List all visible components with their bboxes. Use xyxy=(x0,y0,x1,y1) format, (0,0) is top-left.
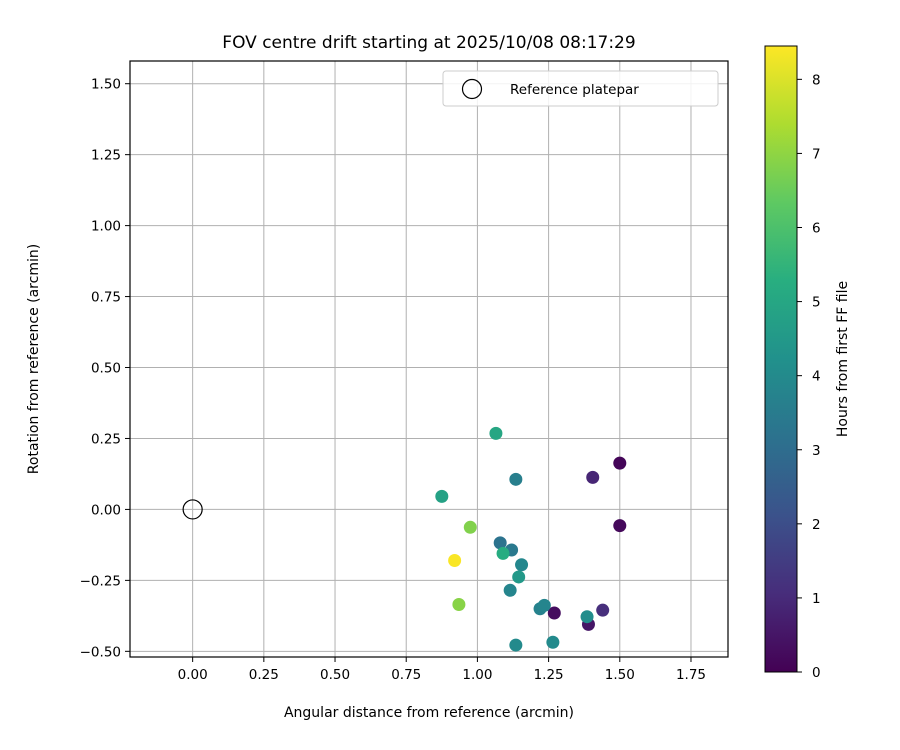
y-tick-label: 0.50 xyxy=(91,361,121,377)
data-point xyxy=(435,489,449,503)
data-point xyxy=(503,583,517,597)
colorbar-tick-label: 5 xyxy=(812,295,821,311)
data-point xyxy=(452,597,466,611)
legend-open-circle-icon xyxy=(461,78,483,100)
legend-entry-label: Reference platepar xyxy=(510,82,639,98)
colorbar-tick-label: 7 xyxy=(812,146,821,162)
x-tick-label: 0.00 xyxy=(178,667,208,683)
colorbar-tick-label: 1 xyxy=(812,591,821,607)
x-tick-label: 0.50 xyxy=(320,667,350,683)
data-point xyxy=(463,520,477,534)
y-tick-label: 1.00 xyxy=(91,219,121,235)
x-tick-label: 0.75 xyxy=(391,667,421,683)
y-tick-label: 1.50 xyxy=(91,77,121,93)
y-tick-label: −0.25 xyxy=(80,573,121,589)
data-point xyxy=(509,638,523,652)
colorbar: 0 1 2 3 4 5 6 7 8 Hours from first FF file xyxy=(764,45,851,681)
data-point xyxy=(596,603,610,617)
data-point xyxy=(509,472,523,486)
data-point xyxy=(546,635,560,649)
y-tick-label: 1.25 xyxy=(91,148,121,164)
y-tick-label: 0.00 xyxy=(91,502,121,518)
colorbar-ticks: 0 1 2 3 4 5 6 7 8 xyxy=(797,72,821,681)
x-tick-label: 1.75 xyxy=(676,667,706,683)
x-tick-label: 1.25 xyxy=(534,667,564,683)
x-tick-label: 0.25 xyxy=(249,667,279,683)
colorbar-tick-label: 4 xyxy=(812,369,821,385)
legend-box xyxy=(442,70,719,107)
data-point xyxy=(613,519,627,533)
legend: Reference platepar xyxy=(442,70,719,107)
data-points xyxy=(435,426,627,652)
data-point xyxy=(586,470,600,484)
data-point xyxy=(515,558,529,572)
x-tick-label: 1.00 xyxy=(462,667,492,683)
y-tick-label: −0.50 xyxy=(80,644,121,660)
x-axis-label: Angular distance from reference (arcmin) xyxy=(284,705,574,721)
colorbar-tick-label: 0 xyxy=(812,665,821,681)
colorbar-tick-label: 8 xyxy=(812,72,821,88)
colorbar-tick-label: 2 xyxy=(812,517,821,533)
x-axis-ticks: 0.00 0.25 0.50 0.75 1.00 1.25 1.50 1.75 xyxy=(178,657,706,683)
y-axis-label: Rotation from reference (arcmin) xyxy=(26,244,42,474)
data-point xyxy=(580,610,594,624)
y-tick-label: 0.75 xyxy=(91,290,121,306)
colorbar-label: Hours from first FF file xyxy=(835,281,851,437)
data-point xyxy=(448,554,462,568)
reference-platepar-marker xyxy=(182,499,203,520)
y-tick-label: 0.25 xyxy=(91,431,121,447)
data-point xyxy=(547,606,561,620)
grid xyxy=(130,61,728,657)
data-point xyxy=(493,536,507,550)
data-point xyxy=(496,546,510,560)
data-point xyxy=(613,456,627,470)
colorbar-tick-label: 3 xyxy=(812,443,821,459)
data-point xyxy=(512,570,526,584)
chart-title: FOV centre drift starting at 2025/10/08 … xyxy=(222,33,635,53)
y-axis-ticks: −0.50 −0.25 0.00 0.25 0.50 0.75 1.00 1.25 1.50 xyxy=(80,77,130,660)
colorbar-tick-label: 6 xyxy=(812,221,821,237)
plot-frame xyxy=(129,60,729,658)
x-tick-label: 1.50 xyxy=(605,667,635,683)
data-point xyxy=(537,598,551,612)
colorbar-gradient xyxy=(764,45,798,673)
data-point xyxy=(489,426,503,440)
